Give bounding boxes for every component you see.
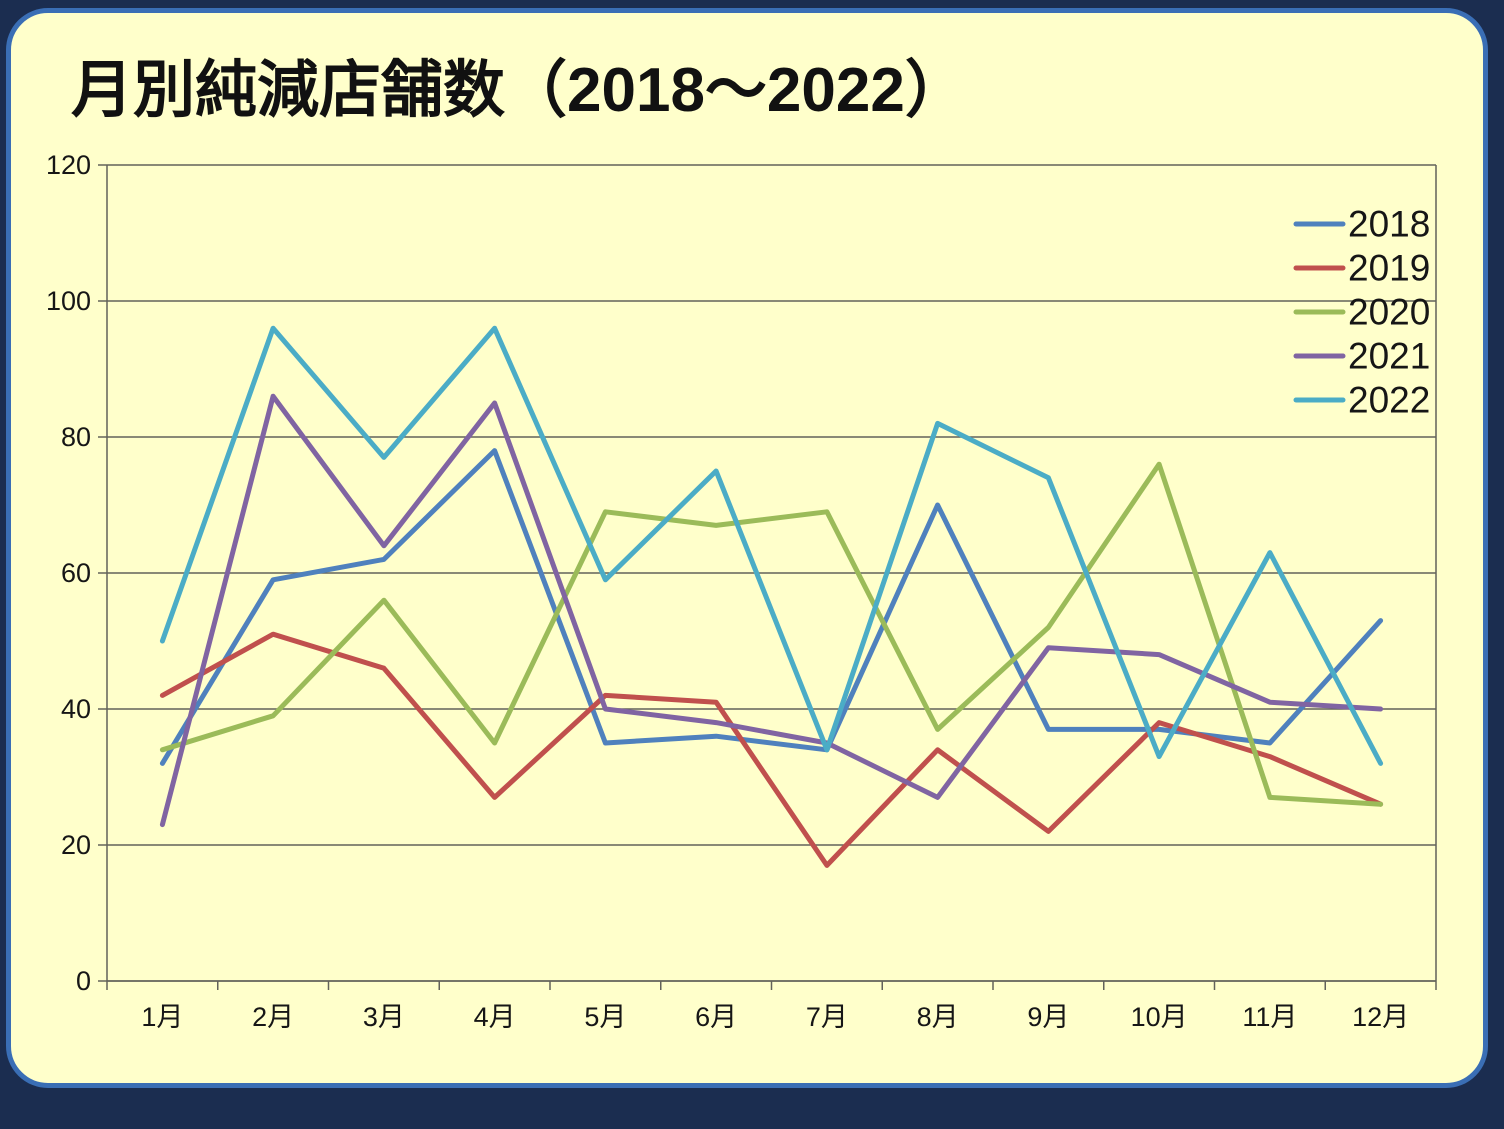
x-axis-label-1: 1月 bbox=[141, 1002, 183, 1032]
y-axis-label-120: 120 bbox=[46, 150, 91, 180]
y-axis-label-60: 60 bbox=[61, 558, 91, 588]
legend-label-2021: 2021 bbox=[1348, 336, 1430, 377]
series-line-2022 bbox=[159, 325, 1384, 766]
series-line-2020 bbox=[159, 461, 1384, 807]
x-axis-label-6: 6月 bbox=[695, 1002, 737, 1032]
chart-title: 月別純減店舗数（2018～2022） bbox=[71, 56, 967, 125]
legend-label-2020: 2020 bbox=[1348, 292, 1430, 333]
y-axis-label-100: 100 bbox=[46, 286, 91, 316]
x-axis-label-11: 11月 bbox=[1242, 1002, 1297, 1032]
y-axis-label-0: 0 bbox=[76, 966, 91, 996]
x-axis-label-9: 9月 bbox=[1027, 1002, 1069, 1032]
y-axis-label-40: 40 bbox=[61, 694, 91, 724]
x-axis-label-7: 7月 bbox=[806, 1002, 848, 1032]
y-axis-label-20: 20 bbox=[61, 830, 91, 860]
legend-label-2018: 2018 bbox=[1348, 204, 1430, 245]
series-line-2021 bbox=[159, 393, 1384, 828]
x-axis-label-5: 5月 bbox=[584, 1002, 626, 1032]
x-axis-label-12: 12月 bbox=[1352, 1002, 1409, 1032]
x-axis-label-4: 4月 bbox=[474, 1002, 516, 1032]
series-line-2018 bbox=[159, 448, 1384, 766]
x-axis-label-2: 2月 bbox=[252, 1002, 294, 1032]
legend-label-2019: 2019 bbox=[1348, 248, 1430, 289]
x-axis-label-8: 8月 bbox=[917, 1002, 959, 1032]
x-axis-label-3: 3月 bbox=[363, 1002, 405, 1032]
legend-label-2022: 2022 bbox=[1348, 380, 1430, 421]
x-axis-label-10: 10月 bbox=[1131, 1002, 1188, 1032]
series-line-2019 bbox=[159, 631, 1384, 868]
y-axis-label-80: 80 bbox=[61, 422, 91, 452]
